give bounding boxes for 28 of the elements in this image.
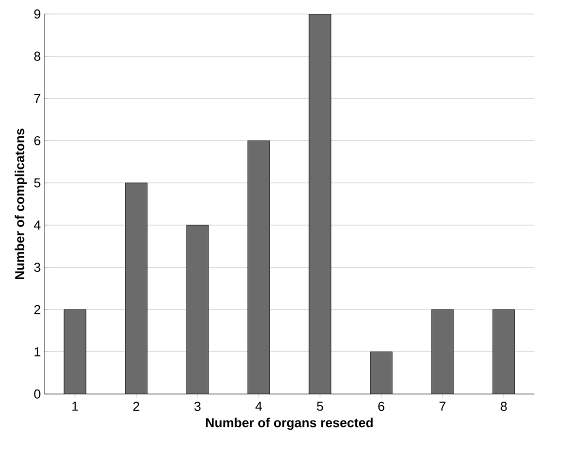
bar	[186, 225, 208, 394]
y-tick-label: 2	[34, 305, 40, 314]
bar	[432, 310, 454, 394]
bar	[64, 310, 86, 394]
bar	[248, 140, 270, 394]
x-axis-title: Number of organs resected	[206, 418, 373, 430]
y-tick-label: 0	[34, 389, 40, 399]
x-tick-label: 3	[194, 402, 201, 411]
y-axis-title: Number of complicatons	[14, 128, 27, 280]
bar	[492, 309, 515, 394]
x-tick-label: 2	[133, 402, 140, 411]
x-tick-label: 8	[500, 402, 507, 411]
x-tick-label: 5	[316, 402, 324, 411]
y-tick-label: 7	[34, 94, 40, 103]
y-tick-label: 8	[34, 52, 40, 61]
y-tick-label: 4	[34, 220, 40, 230]
x-tick-label: 6	[378, 402, 384, 411]
bar	[125, 182, 148, 394]
x-tick-label: 4	[255, 402, 262, 411]
y-tick-label: 1	[34, 347, 40, 356]
y-tick-label: 9	[34, 9, 40, 19]
y-tick-label: 6	[34, 136, 40, 146]
bar	[309, 14, 331, 394]
bar	[370, 352, 392, 394]
y-tick-label: 5	[34, 178, 40, 188]
x-tick-label: 1	[72, 402, 78, 411]
x-tick-label: 7	[440, 402, 446, 411]
y-tick-label: 3	[34, 262, 40, 272]
